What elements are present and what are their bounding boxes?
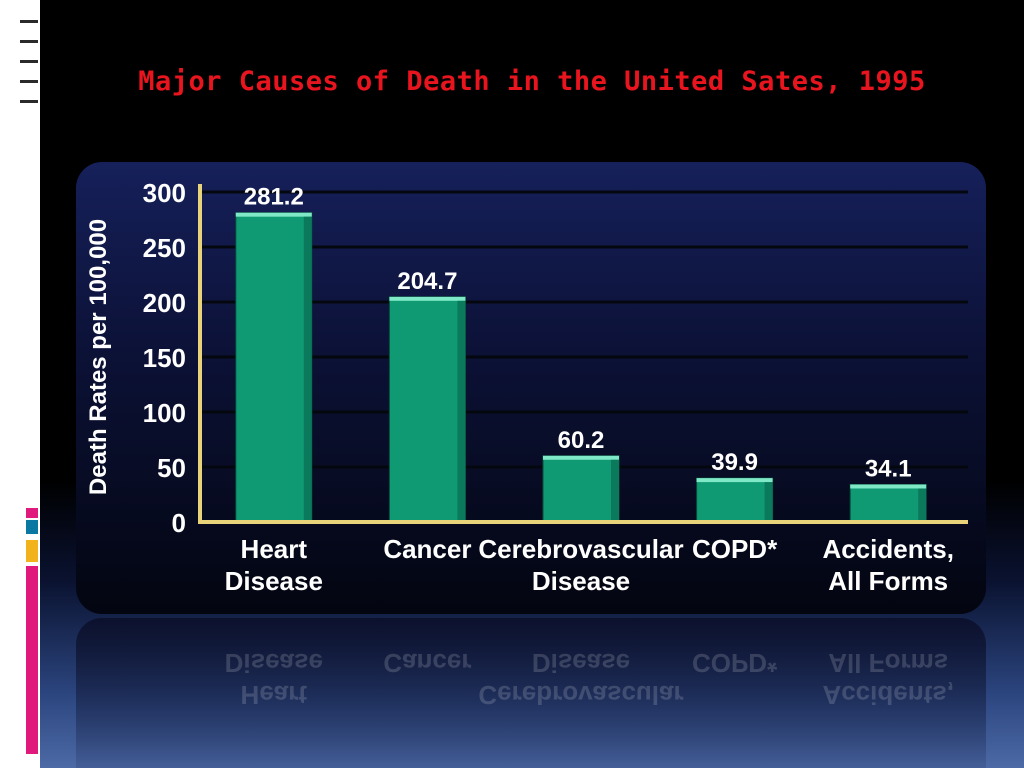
x-category-label: Cancer — [383, 534, 471, 564]
bar-side-shade — [611, 459, 619, 522]
bar-top-highlight — [850, 484, 927, 489]
x-category-label: All Forms — [828, 566, 948, 596]
bar — [696, 477, 774, 523]
reflected-category-label: All Forms — [828, 648, 948, 678]
bar — [388, 296, 466, 523]
x-category-label: Cerebrovascular — [478, 534, 683, 564]
bar-top-highlight — [696, 478, 773, 483]
bar — [849, 483, 927, 523]
reflected-category-label: Disease — [225, 648, 323, 678]
reflected-category-label: Disease — [532, 648, 630, 678]
y-axis-label: Death Rates per 100,000 — [85, 219, 112, 495]
reflected-category-label: COPD* — [692, 648, 778, 678]
bar-side-shade — [764, 482, 773, 522]
y-tick-label: 200 — [143, 288, 186, 318]
bar-top-highlight — [235, 212, 312, 217]
bar-value-label: 34.1 — [865, 455, 912, 482]
slide-title: Major Causes of Death in the United Sate… — [138, 66, 926, 97]
reflected-category-label: Accidents, — [822, 680, 954, 710]
bar-top-highlight — [389, 296, 466, 301]
bar-side-shade — [303, 216, 312, 522]
x-category-label: Disease — [225, 566, 323, 596]
chart-panel: 0 50 100 150 200 250 300 Death Rates per 100,00… — [76, 162, 986, 614]
y-tick-label: 300 — [143, 178, 186, 208]
bar-value-label: 39.9 — [711, 449, 758, 476]
bar-side-shade — [918, 488, 927, 522]
reflected-category-label: Cancer — [383, 648, 471, 678]
x-category-label: Heart — [241, 534, 308, 564]
y-tick-label: 250 — [143, 233, 186, 263]
y-tick-label: 50 — [157, 453, 186, 483]
reflected-category-label: Heart — [241, 680, 308, 710]
bar — [235, 212, 313, 523]
bar-top-highlight — [543, 455, 619, 460]
bar — [542, 455, 620, 523]
bar-value-label: 60.2 — [558, 427, 605, 454]
y-tick-label: 150 — [143, 343, 186, 373]
y-tick-label: 0 — [172, 508, 186, 538]
chart-reflection: Disease Heart Cancer Disease Cerebrovascular… — [76, 618, 986, 768]
bar-side-shade — [457, 300, 466, 522]
y-tick-label: 100 — [143, 398, 186, 428]
bar-value-label: 281.2 — [244, 184, 304, 211]
x-category-label: Accidents, — [822, 534, 954, 564]
reflected-category-label: Cerebrovascular — [478, 680, 683, 710]
bar-chart: 0 50 100 150 200 250 300 Death Rates per 100,00… — [85, 178, 968, 596]
x-category-label: COPD* — [692, 534, 778, 564]
x-category-label: Disease — [532, 566, 630, 596]
left-decorative-strip — [0, 0, 40, 768]
bar-value-label: 204.7 — [397, 268, 457, 295]
